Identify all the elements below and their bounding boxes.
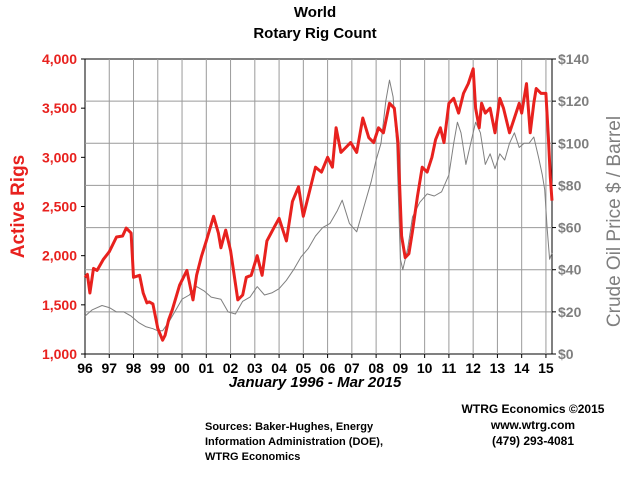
y-left-tick-label: 4,000 <box>42 51 77 67</box>
x-tick-label: 12 <box>465 360 481 376</box>
x-tick-label: 98 <box>126 360 142 376</box>
y-right-tick-label: $20 <box>558 304 582 320</box>
credit-phone: (479) 293-4081 <box>491 434 575 448</box>
x-tick-label: 03 <box>247 360 263 376</box>
y-right-tick-label: $40 <box>558 262 582 278</box>
y-right-tick-label: $0 <box>558 346 574 362</box>
y-left-tick-label: 2,500 <box>42 199 77 215</box>
y-right-tick-label: $100 <box>558 135 589 151</box>
y-right-tick-label: $80 <box>558 177 582 193</box>
x-tick-label: 06 <box>320 360 336 376</box>
x-tick-label: 09 <box>393 360 409 376</box>
credit-company: WTRG Economics ©2015 <box>461 402 605 416</box>
y-left-tick-label: 2,000 <box>42 248 77 264</box>
y-left-tick-label: 3,500 <box>42 100 77 116</box>
x-tick-label: 14 <box>514 360 530 376</box>
x-tick-label: 00 <box>174 360 190 376</box>
x-tick-label: 10 <box>417 360 433 376</box>
y-left-tick-label: 1,000 <box>42 346 77 362</box>
credit-website: www.wtrg.com <box>490 418 576 432</box>
y-right-tick-label: $60 <box>558 220 582 236</box>
x-tick-label: 97 <box>101 360 117 376</box>
x-tick-label: 02 <box>223 360 239 376</box>
x-tick-label: 04 <box>271 360 287 376</box>
y-right-tick-label: $140 <box>558 51 589 67</box>
sources-line-1: Sources: Baker-Hughes, Energy <box>205 421 374 433</box>
sources-line-3: WTRG Economics <box>205 451 301 463</box>
x-tick-label: 05 <box>296 360 312 376</box>
y-left-tick-label: 3,000 <box>42 149 77 165</box>
x-axis-label: January 1996 - Mar 2015 <box>228 374 402 391</box>
y-left-tick-label: 1,500 <box>42 297 77 313</box>
x-tick-label: 01 <box>199 360 215 376</box>
y-right-axis-label: Crude Oil Price $ / Barrel <box>604 116 625 327</box>
x-tick-label: 96 <box>77 360 93 376</box>
chart-subtitle: Rotary Rig Count <box>253 25 377 42</box>
y-left-axis-label: Active Rigs <box>8 155 29 258</box>
x-tick-label: 99 <box>150 360 166 376</box>
x-tick-label: 08 <box>368 360 384 376</box>
sources-line-2: Information Administration (DOE), <box>205 436 384 448</box>
chart-title: World <box>293 4 337 21</box>
x-tick-label: 15 <box>538 360 554 376</box>
x-tick-label: 07 <box>344 360 360 376</box>
x-tick-label: 11 <box>441 360 456 376</box>
rig-count-series-line <box>83 67 554 342</box>
oil-price-series-line <box>84 79 553 332</box>
x-tick-label: 13 <box>490 360 506 376</box>
sources-note: Sources: Baker-Hughes, Energy Informatio… <box>205 420 445 465</box>
y-right-tick-label: $120 <box>558 93 589 109</box>
